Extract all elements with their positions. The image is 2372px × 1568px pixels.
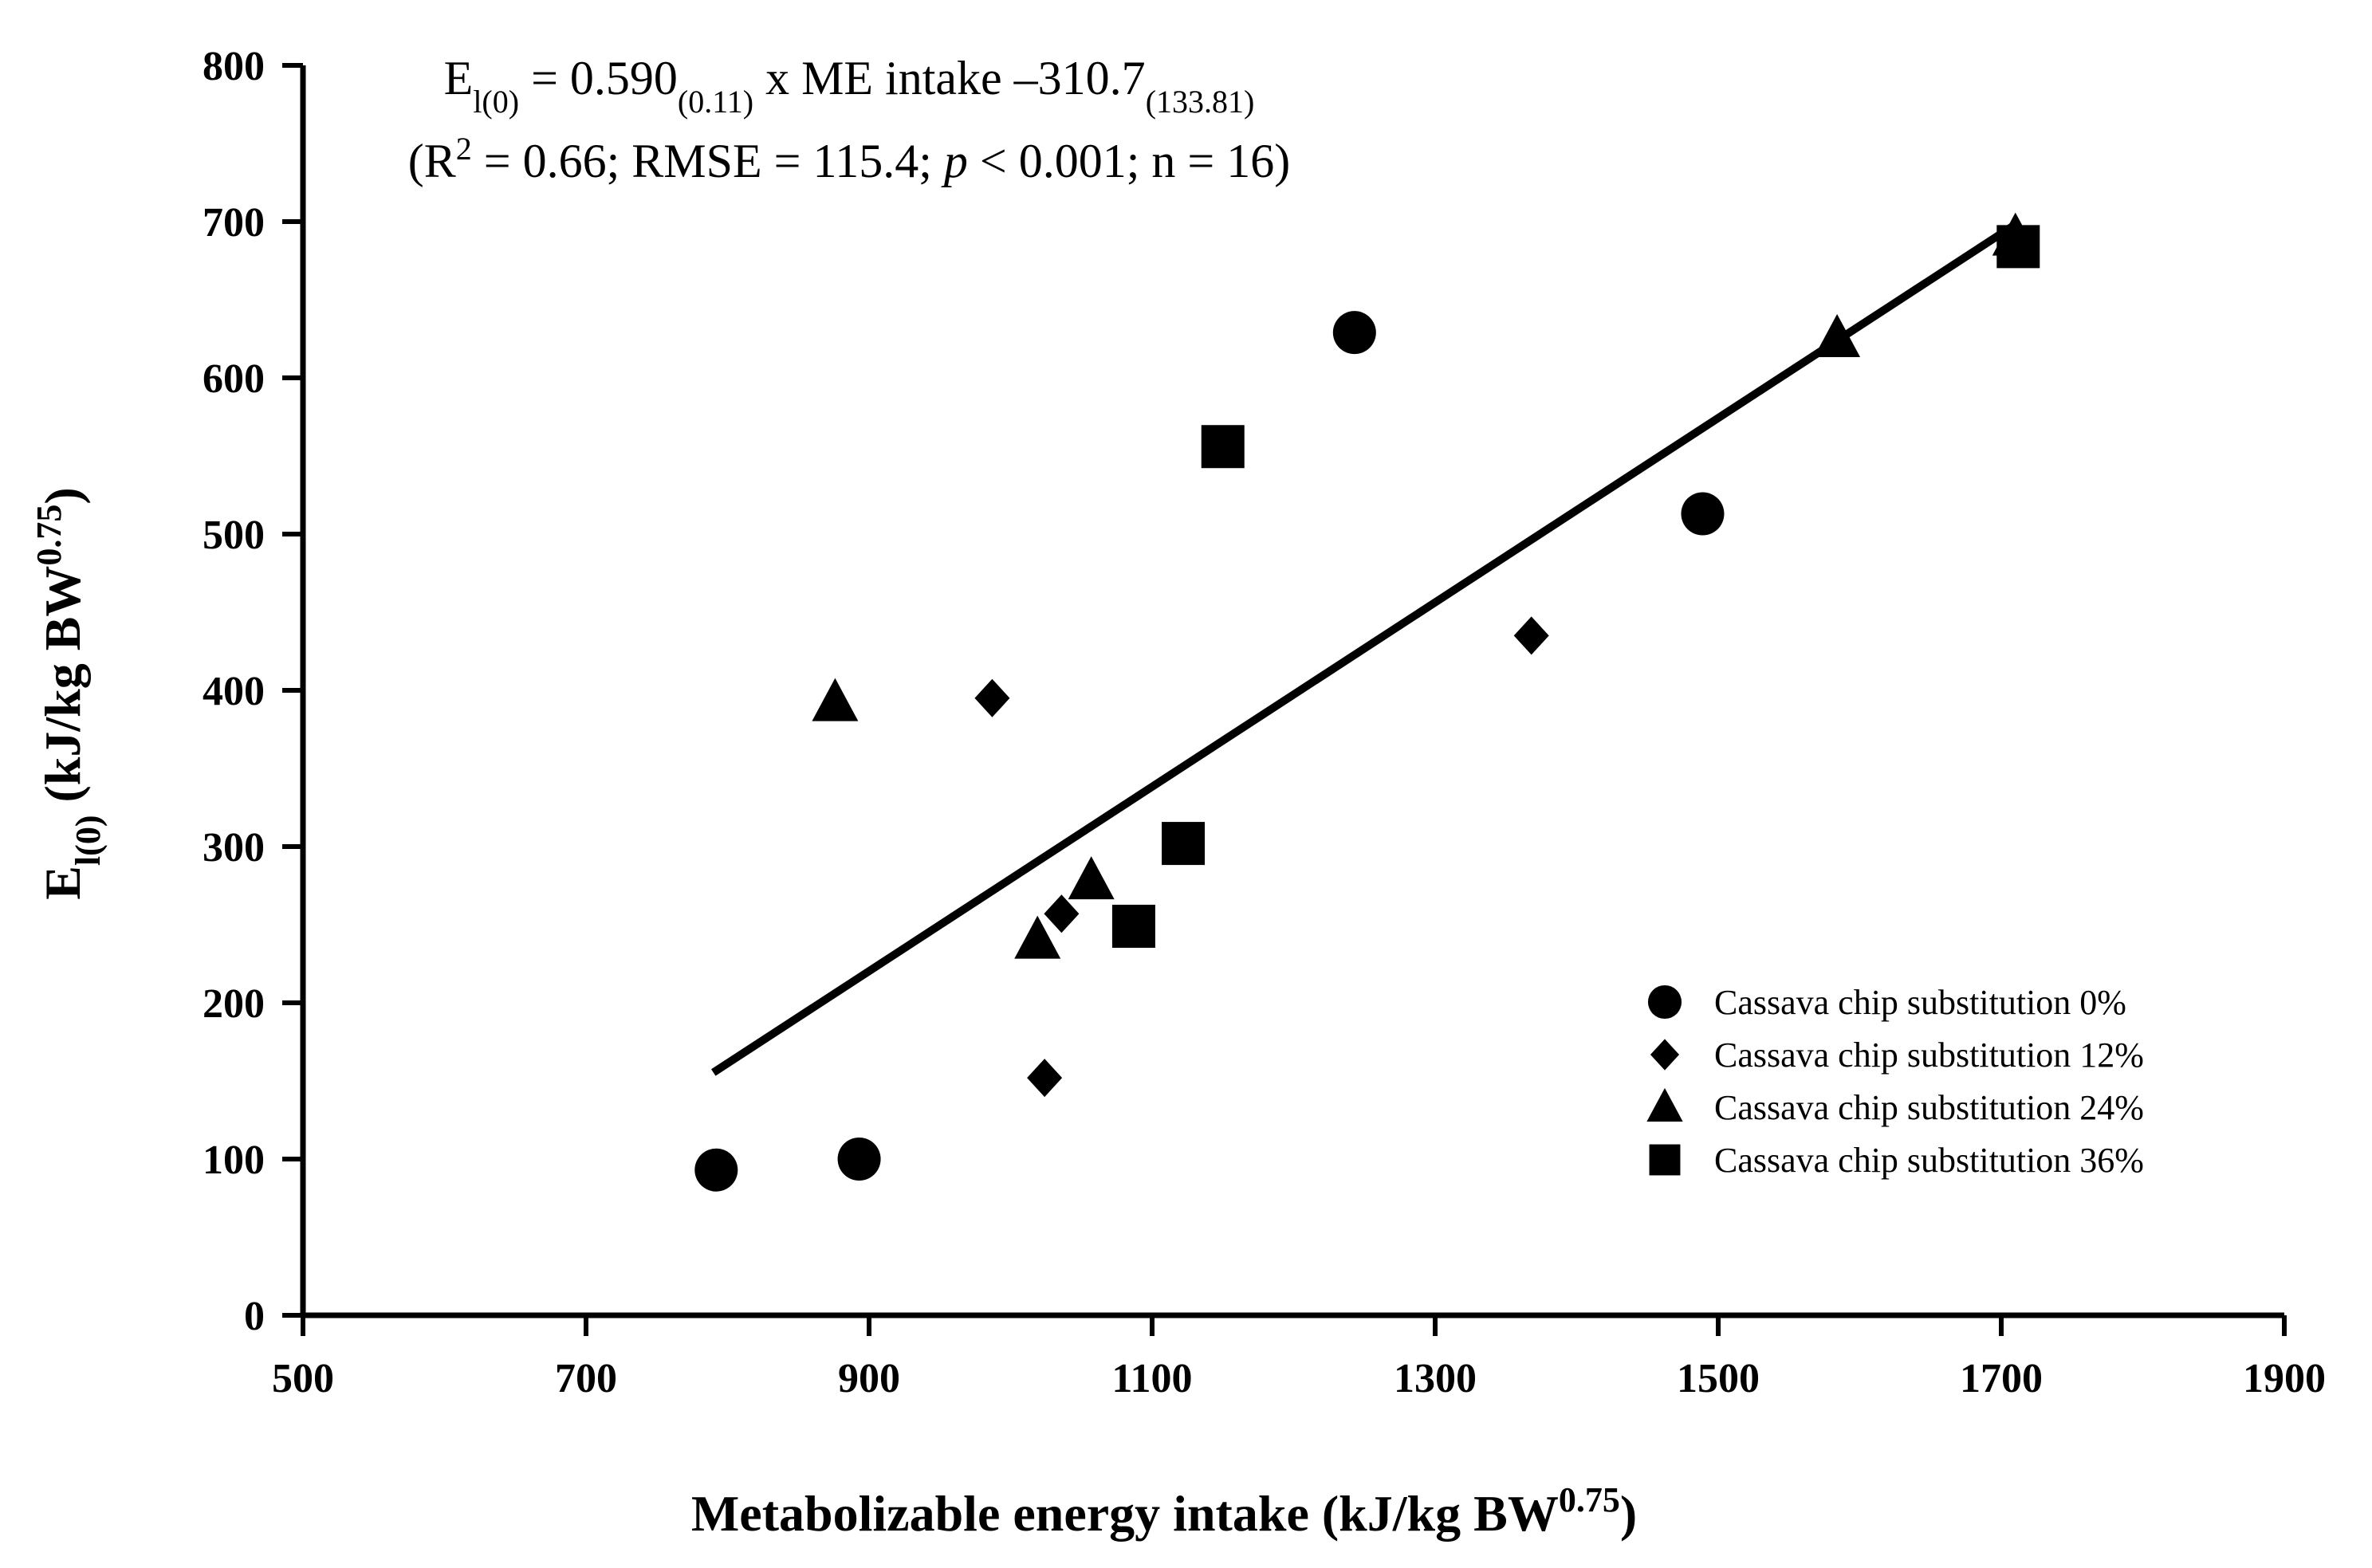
- legend-marker-square: [1649, 1144, 1681, 1176]
- x-tick-label: 900: [838, 1356, 900, 1401]
- legend-symbol: [1647, 984, 1682, 1020]
- legend-label: Cassava chip substitution 24%: [1714, 1088, 2144, 1127]
- regression-equation: El(0) = 0.590(0.11) x ME intake –310.7(1…: [444, 52, 1255, 120]
- y-tick-label: 600: [203, 356, 265, 402]
- y-tick-label: 800: [203, 44, 265, 89]
- regression-line-group: [711, 219, 2021, 1076]
- legend-symbol: [1649, 1144, 1681, 1176]
- legend-marker-circle: [1647, 984, 1682, 1020]
- x-tick-label: 1300: [1394, 1356, 1477, 1401]
- x-tick-label: 1700: [1960, 1356, 2043, 1401]
- data-point-circle: [837, 1138, 881, 1181]
- ticks: 500 700 900 1100 1300 1500 1700 1900 0 100 200 300 4…: [203, 44, 2326, 1401]
- legend-label: Cassava chip substitution 12%: [1714, 1036, 2144, 1075]
- data-point-diamond: [974, 678, 1010, 717]
- data-point-triangle: [1068, 856, 1115, 900]
- y-tick-label: 400: [203, 669, 265, 714]
- data-point-circle: [1332, 311, 1376, 355]
- y-tick-label: 100: [203, 1138, 265, 1183]
- x-tick-label: 1900: [2243, 1356, 2326, 1401]
- data-points: [694, 212, 2040, 1192]
- data-point-circle: [1681, 492, 1725, 536]
- data-point-diamond: [1044, 894, 1080, 933]
- data-point-square: [1111, 904, 1155, 948]
- y-tick-label: 700: [203, 200, 265, 246]
- data-point-triangle: [812, 678, 859, 721]
- data-point-square: [1201, 425, 1245, 469]
- legend-marker-diamond: [1650, 1039, 1680, 1071]
- x-axis-title: Metabolizable energy intake (kJ/kg BW0.7…: [691, 1480, 1637, 1542]
- x-tick-label: 500: [272, 1356, 334, 1401]
- y-tick-label: 300: [203, 825, 265, 870]
- y-axis-title: El(0) (kJ/kg BW0.75): [30, 487, 108, 900]
- data-point-diamond: [1513, 616, 1549, 655]
- data-point-diamond: [1027, 1059, 1063, 1098]
- legend: Cassava chip substitution 0% Cassava chip…: [1646, 983, 2144, 1180]
- legend-symbol: [1646, 1087, 1683, 1122]
- y-tick-label: 500: [203, 513, 265, 558]
- legend-marker-triangle: [1646, 1087, 1683, 1122]
- data-point-square: [1996, 225, 2040, 269]
- x-tick-label: 700: [555, 1356, 617, 1401]
- data-point-square: [1162, 822, 1206, 866]
- y-tick-label: 0: [244, 1294, 265, 1339]
- legend-label: Cassava chip substitution 36%: [1714, 1141, 2144, 1180]
- regression-stats: (R2 = 0.66; RMSE = 115.4; p < 0.001; n =…: [408, 131, 1291, 188]
- legend-label: Cassava chip substitution 0%: [1714, 983, 2126, 1022]
- regression-line: [711, 219, 2021, 1076]
- legend-symbol: [1650, 1039, 1680, 1071]
- y-tick-label: 200: [203, 981, 265, 1027]
- data-point-triangle: [1014, 915, 1061, 959]
- data-point-triangle: [1814, 314, 1861, 357]
- data-point-circle: [694, 1148, 738, 1192]
- x-tick-label: 1500: [1677, 1356, 1760, 1401]
- x-tick-label: 1100: [1111, 1356, 1192, 1401]
